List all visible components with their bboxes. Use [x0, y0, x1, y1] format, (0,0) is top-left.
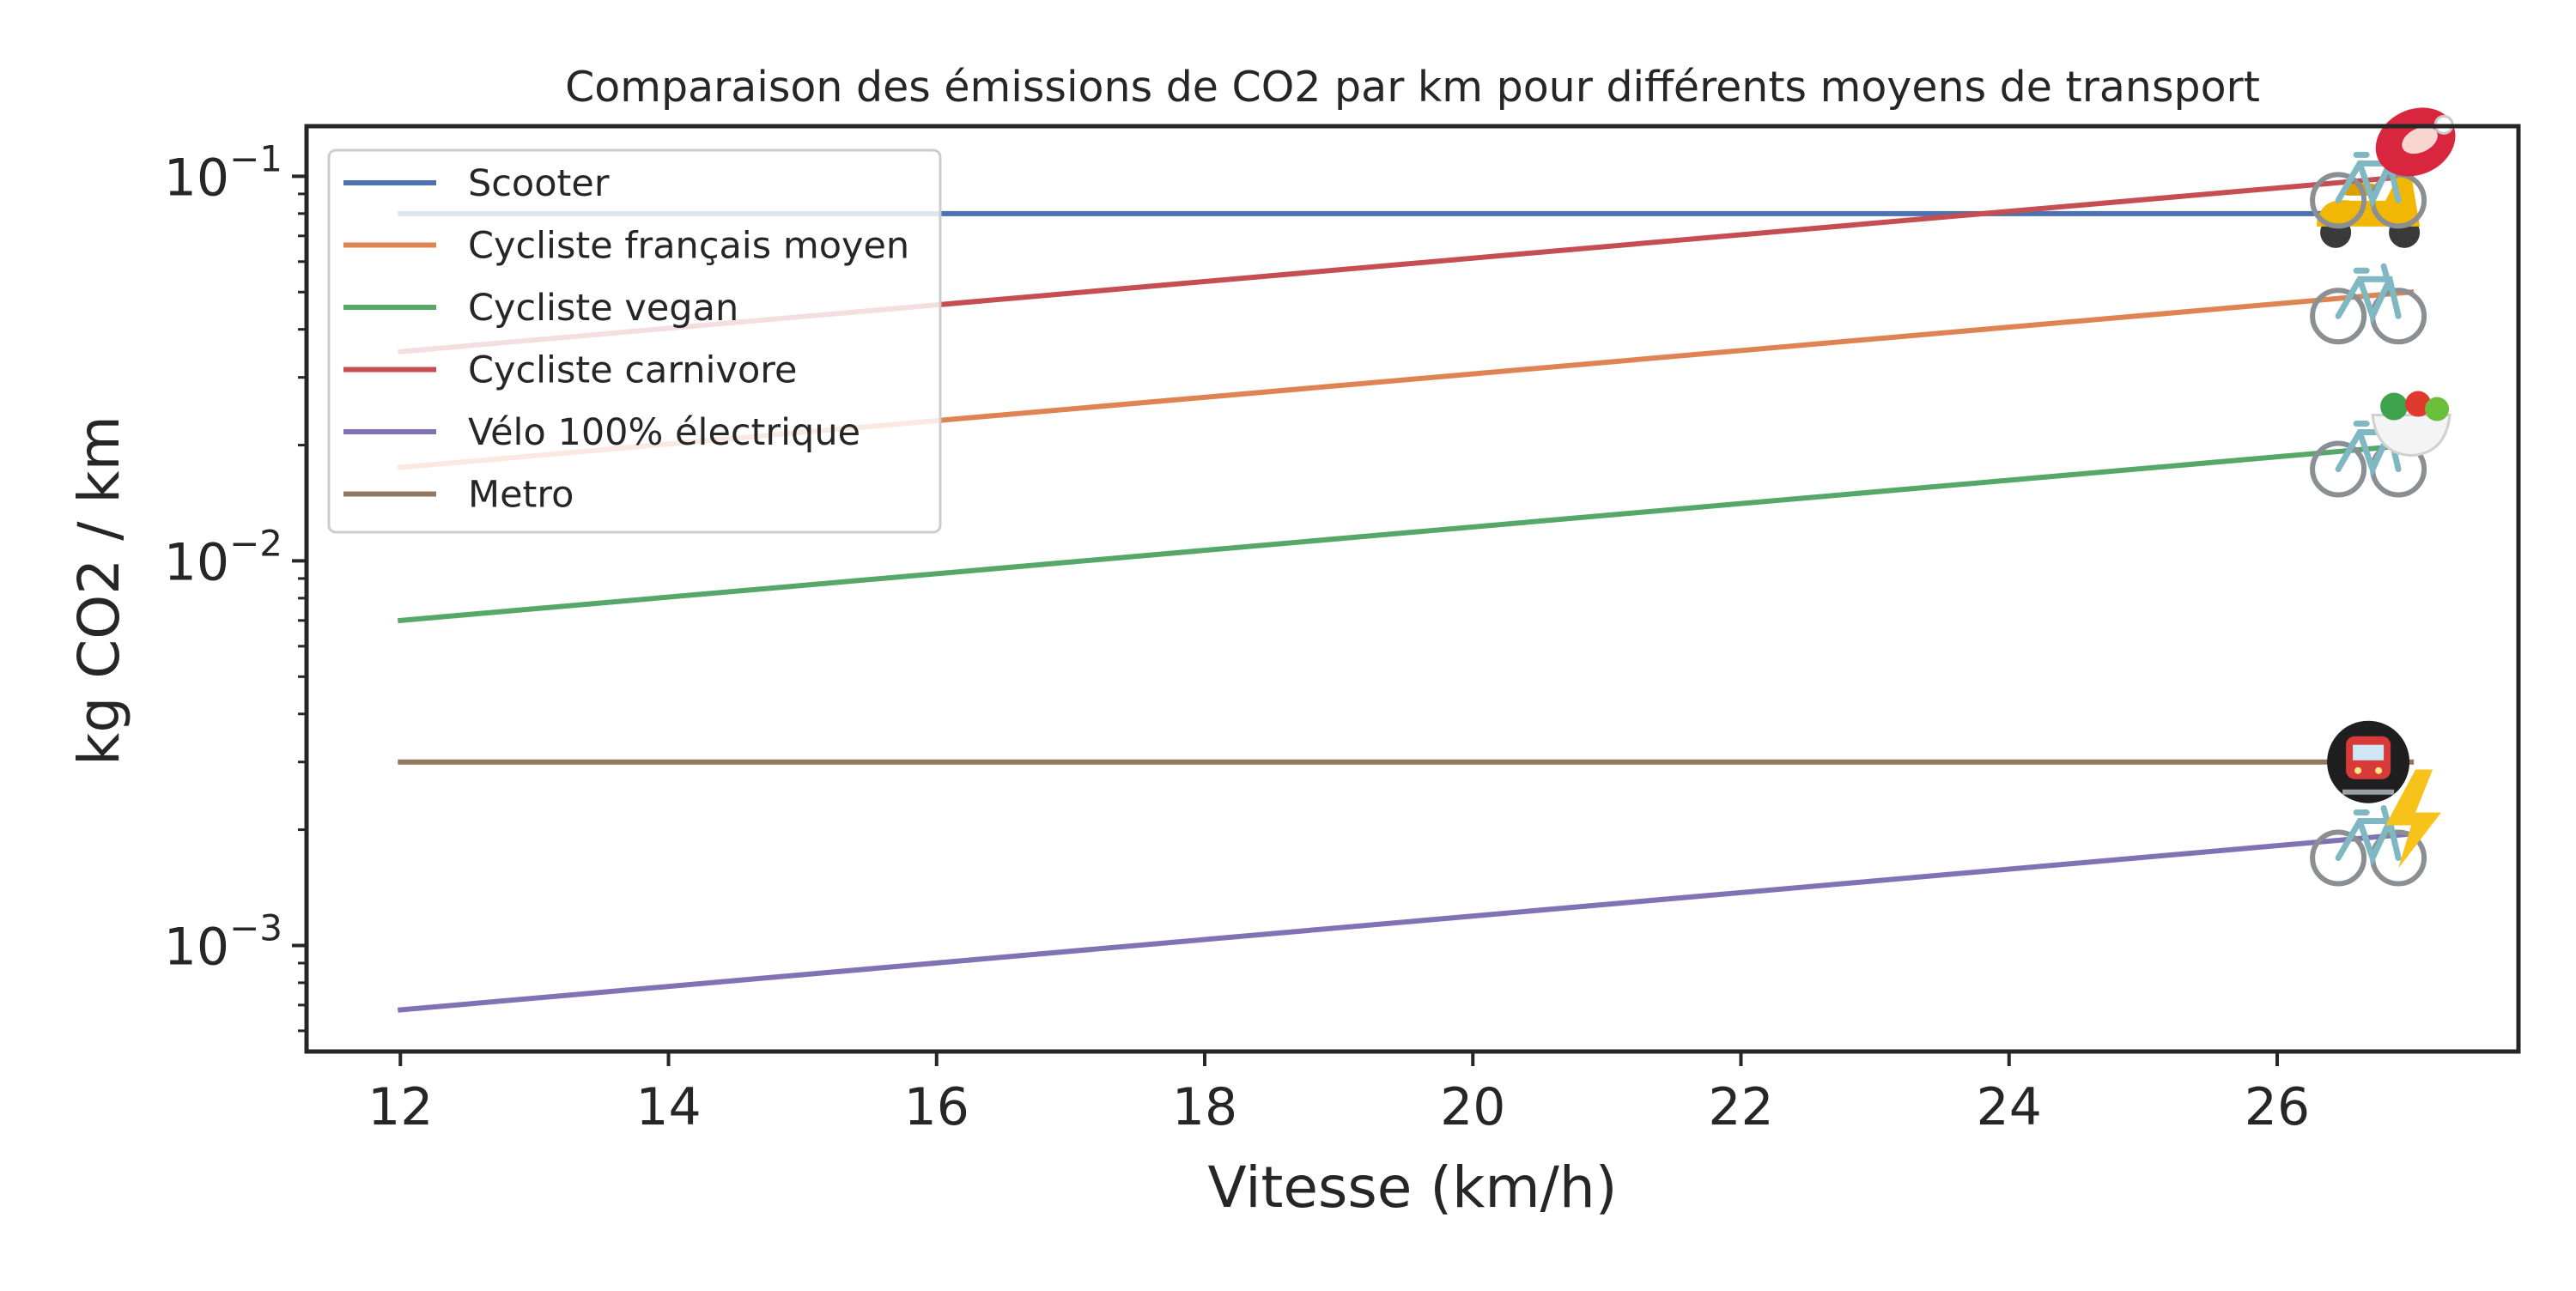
legend-label: Cycliste français moyen — [468, 225, 909, 268]
y-axis-label: kg CO2 / km — [66, 415, 132, 766]
bicycle-icon — [2310, 263, 2427, 345]
series-line-2 — [398, 442, 2415, 624]
bicycle-salad-icon — [2310, 391, 2451, 498]
legend-label: Scooter — [468, 162, 610, 205]
legend: Scooter Cycliste français moyen Cycliste v… — [327, 148, 942, 534]
metro-icon — [2327, 720, 2410, 803]
legend-item: Metro — [343, 474, 574, 517]
x-tick-label: 24 — [1977, 1077, 2042, 1137]
legend-label: Cycliste vegan — [468, 287, 738, 330]
legend-label: Metro — [468, 474, 574, 517]
x-tick-label: 26 — [2245, 1077, 2310, 1137]
x-tick-label: 18 — [1172, 1077, 1237, 1137]
legend-item: Vélo 100% électrique — [343, 411, 860, 454]
y-tick-label: 10−2 — [164, 522, 283, 592]
legend-item: Scooter — [343, 162, 610, 205]
plot-frame — [304, 124, 2521, 1054]
x-axis-label: Vitesse (km/h) — [1208, 1155, 1618, 1221]
bicycle-lightning-icon — [2310, 769, 2442, 887]
x-tick-label: 16 — [904, 1077, 969, 1137]
y-tick-label: 10−3 — [164, 906, 283, 977]
x-axis-ticks: 12 14 16 18 20 22 24 26 — [368, 1052, 2310, 1137]
legend-item: Cycliste vegan — [343, 287, 738, 330]
legend-item: Cycliste français moyen — [343, 225, 909, 268]
x-tick-label: 14 — [635, 1077, 701, 1137]
series-line-4 — [398, 831, 2415, 1013]
legend-label: Vélo 100% électrique — [468, 411, 860, 454]
legend-item: Cycliste carnivore — [343, 349, 797, 392]
x-tick-label: 20 — [1440, 1077, 1505, 1137]
x-tick-label: 22 — [1708, 1077, 1773, 1137]
x-tick-label: 12 — [368, 1077, 433, 1137]
legend-box — [327, 148, 942, 534]
y-axis-ticks: 10−3 10−2 10−1 — [164, 137, 307, 1033]
y-tick-label: 10−1 — [164, 137, 283, 208]
chart-title: Comparaison des émissions de CO2 par km … — [565, 63, 2260, 112]
legend-label: Cycliste carnivore — [468, 349, 797, 392]
